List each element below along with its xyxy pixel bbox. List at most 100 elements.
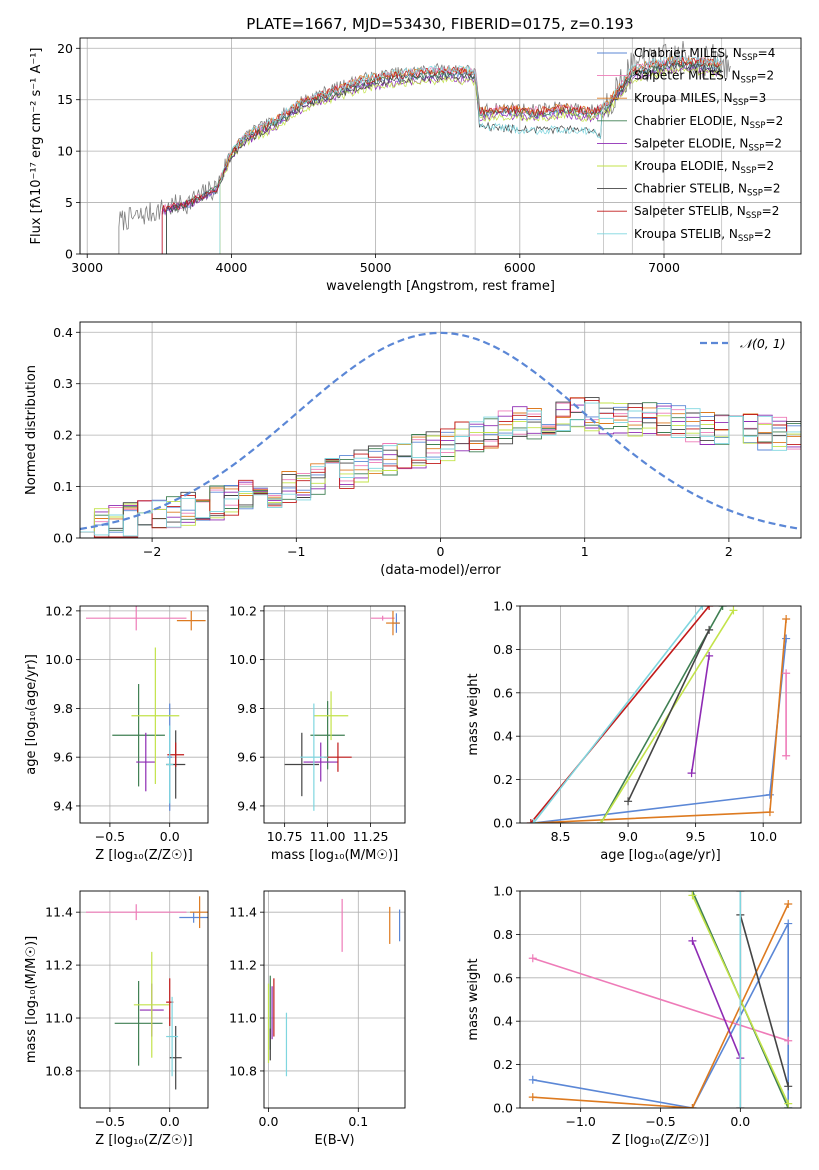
panel-massweight-vs-Z: −1.0 −0.5 0.0 0.0 0.2 0.4 0.6 0.8 1.0 Z [log₁₀(Z/… [466,884,802,1148]
legend-label: Kroupa STELIB, NSSP=2 [634,227,772,244]
x-tick-label: 9.0 [618,829,638,844]
x-tick-label: −0.5 [95,829,125,844]
legend-label: Chabrier MILES, NSSP=4 [634,46,775,63]
point-marker [782,669,791,678]
legend-nssp: =2 [762,204,780,218]
y-tick-label: 9.8 [53,701,73,716]
y-tick-label: 9.8 [237,701,257,716]
x-tick-label: 0 [437,544,445,559]
legend-model-name: Kroupa ELODIE, N [634,159,741,173]
legend-label: Kroupa ELODIE, NSSP=2 [634,159,774,176]
legend-subscript: SSP [750,121,766,131]
point-marker [705,606,714,610]
legend-subscript: SSP [747,189,763,199]
point-marker [784,1082,793,1091]
panel-residual-hist: −2 −1 0 1 2 0.0 0.1 0.2 0.3 0.4 (data-model)/error… [24,321,802,578]
x-axis-label: age [log₁₀(age/yr)] [600,848,721,863]
legend-model-name: Chabrier MILES, N [634,46,742,60]
weight-line-1 [532,957,789,1042]
model-line-7 [161,56,722,254]
y-axis-label: Flux [fλ10⁻¹⁷ erg cm⁻² s⁻¹ A⁻¹] [29,48,44,245]
point-marker [528,954,537,963]
x-tick-label: 1 [581,544,589,559]
legend-nssp: =2 [754,227,772,241]
axes-frame [519,890,802,1109]
point-marker [784,1099,793,1108]
y-tick-label: 0.0 [493,816,513,831]
legend-label: Chabrier STELIB, NSSP=2 [634,182,781,199]
y-tick-label: 11.0 [229,1011,257,1026]
x-tick-label: −0.5 [645,1114,675,1129]
axes-frame [519,605,802,824]
y-tick-label: 1.0 [493,599,513,614]
x-tick-label: 10.0 [749,829,777,844]
legend-model-name: Salpeter STELIB, N [634,204,746,218]
legend-model-name: Salpeter ELODIE, N [634,136,748,150]
legend-label: Kroupa MILES, NSSP=3 [634,91,766,108]
y-tick-label: 9.4 [53,798,73,813]
plot-area [528,891,793,1108]
model-line-1 [161,55,722,254]
point-marker [782,634,791,643]
point-marker [784,919,793,928]
legend-label: Salpeter ELODIE, NSSP=2 [634,136,782,153]
x-tick-label: 4000 [216,260,248,275]
point-marker [687,769,696,778]
legend-nssp: =3 [749,91,767,105]
model-line-8 [219,54,723,254]
model-line-2 [219,55,722,254]
y-tick-label: 10.2 [229,603,257,618]
legend-model-name: Chabrier STELIB, N [634,182,747,196]
legend-model-name: Kroupa MILES, N [634,91,733,105]
x-tick-label: −1.0 [565,1114,595,1129]
hist-step-8 [80,402,801,537]
y-tick-label: 10 [57,144,73,159]
panel-mass-vs-Z: −0.5 0.0 10.8 11.0 11.2 11.4 Z [log₁₀(Z/Z☉)] ma… [24,890,209,1148]
point-marker [597,819,606,823]
x-tick-label: 7000 [648,260,680,275]
y-tick-label: 0.4 [53,325,73,340]
point-marker [736,1104,745,1108]
x-tick-label: 0.0 [730,1114,750,1129]
legend: 𝒩(0, 1) [700,336,786,351]
point-marker [784,1036,793,1045]
y-tick-label: 0.2 [493,772,513,787]
legend-nssp: =2 [756,159,774,173]
x-tick-label: −1 [287,544,305,559]
data-spectrum-line [118,40,731,254]
y-tick-label: 9.4 [237,798,257,813]
plot-area [118,38,731,254]
y-tick-label: 11.2 [45,958,73,973]
point-marker [782,615,791,624]
y-tick-label: 15 [57,92,73,107]
plot-area [85,896,208,1090]
plot-area [267,898,401,1077]
x-tick-label: 11.25 [353,829,389,844]
weight-line-3 [600,606,724,823]
y-tick-label: 11.0 [45,1011,73,1026]
x-tick-label: 9.5 [686,829,706,844]
x-axis-label: Z [log₁₀(Z/Z☉)] [95,1133,192,1148]
point-marker [528,1093,537,1102]
point-marker [765,790,774,799]
point-marker [705,651,714,660]
y-tick-label: 0.2 [493,1057,513,1072]
y-tick-label: 10.8 [45,1063,73,1078]
point-marker [765,808,774,817]
y-tick-label: 10.0 [45,652,73,667]
point-marker [688,1104,697,1108]
figure-title: PLATE=1667, MJD=53430, FIBERID=0175, z=0… [246,15,633,33]
point-marker [782,751,791,760]
y-axis-label: mass weight [466,673,481,755]
y-tick-label: 10.8 [229,1063,257,1078]
x-tick-label: 2 [725,544,733,559]
legend-model-name: Salpeter MILES, N [634,69,741,83]
legend-model-name: Chabrier ELODIE, N [634,114,750,128]
y-tick-label: 0.0 [493,1101,513,1116]
weight-line-6 [627,629,710,802]
point-marker [784,900,793,909]
panel-age-vs-mass: 10.75 11.00 11.25 9.4 9.6 9.8 10.0 10.2 mass [lo… [229,603,406,863]
x-axis-label: Z [log₁₀(Z/Z☉)] [95,848,192,863]
point-marker [729,606,738,615]
y-tick-label: 0.3 [53,376,73,391]
